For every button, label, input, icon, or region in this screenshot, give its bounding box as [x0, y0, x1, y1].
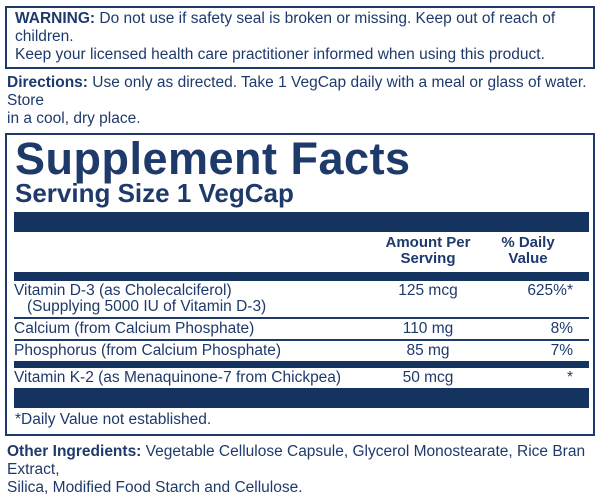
warning-label: WARNING:: [15, 10, 96, 27]
nutrient-amount: 85 mg: [406, 342, 450, 360]
facts-header-row: Amount Per Serving % Daily Value: [7, 232, 593, 272]
nutrient-name: Calcium (from Calcium Phosphate): [14, 320, 255, 338]
nutrient-name: Phosphorus (from Calcium Phosphate): [14, 342, 282, 360]
daily-value-footnote: *Daily Value not established.: [15, 411, 212, 429]
table-row-calcium: Calcium (from Calcium Phosphate) 110 mg …: [7, 319, 593, 339]
header-amount-per-serving: Amount Per Serving: [385, 234, 471, 268]
other-ingredients-section: Other Ingredients: Vegetable Cellulose C…: [7, 443, 593, 497]
nutrient-name-line2: (Supplying 5000 IU of Vitamin D-3): [27, 298, 267, 316]
nutrient-name: Vitamin K-2 (as Menaquinone-7 from Chick…: [14, 369, 342, 387]
nutrient-amount: 110 mg: [402, 320, 454, 338]
directions-label: Directions:: [7, 74, 88, 91]
nutrient-daily-value: *: [566, 369, 573, 387]
table-row-vitamin-d3: Vitamin D-3 (as Cholecalciferol) (Supply…: [7, 281, 593, 317]
nutrient-daily-value: 8%: [550, 320, 573, 338]
table-row-vitamin-k2: Vitamin K-2 (as Menaquinone-7 from Chick…: [7, 368, 593, 388]
nutrient-name-line1: Vitamin D-3 (as Cholecalciferol): [14, 282, 232, 300]
nutrient-name: Vitamin D-3 (as Cholecalciferol) (Supply…: [14, 283, 373, 315]
divider-bar-medium: [14, 272, 589, 282]
header-percent-daily-value: % Daily Value: [501, 234, 555, 268]
divider-bar-thick: [14, 212, 589, 233]
warning-text: Do not use if safety seal is broken or m…: [15, 10, 556, 63]
nutrient-amount: 50 mcg: [402, 369, 454, 387]
nutrient-daily-value: 7%: [550, 342, 573, 360]
divider-line: [14, 339, 589, 342]
divider-line: [14, 317, 589, 320]
other-ingredients-label: Other Ingredients:: [7, 443, 142, 461]
nutrient-amount: 125 mcg: [398, 282, 458, 300]
directions-text: Use only as directed. Take 1 VegCap dail…: [7, 74, 587, 127]
directions-section: Directions: Use only as directed. Take 1…: [7, 74, 593, 128]
divider-bar-thick: [14, 388, 589, 409]
supplement-facts-title: Supplement Facts: [15, 133, 411, 184]
divider-bar-medium: [14, 361, 589, 369]
serving-size: Serving Size 1 VegCap: [15, 178, 294, 209]
warning-box: WARNING: Do not use if safety seal is br…: [5, 6, 595, 69]
table-row-phosphorus: Phosphorus (from Calcium Phosphate) 85 m…: [7, 341, 593, 361]
supplement-facts-panel: Supplement Facts Serving Size 1 VegCap A…: [5, 133, 595, 437]
nutrient-daily-value: 625%*: [527, 282, 573, 300]
